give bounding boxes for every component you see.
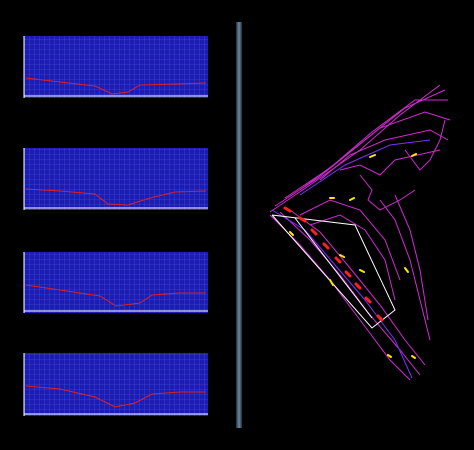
section-panel	[23, 353, 208, 416]
section-panel	[23, 148, 208, 210]
section-panel	[23, 36, 208, 98]
contour-map	[269, 84, 451, 381]
divider	[236, 22, 242, 428]
section-panel	[23, 252, 208, 313]
